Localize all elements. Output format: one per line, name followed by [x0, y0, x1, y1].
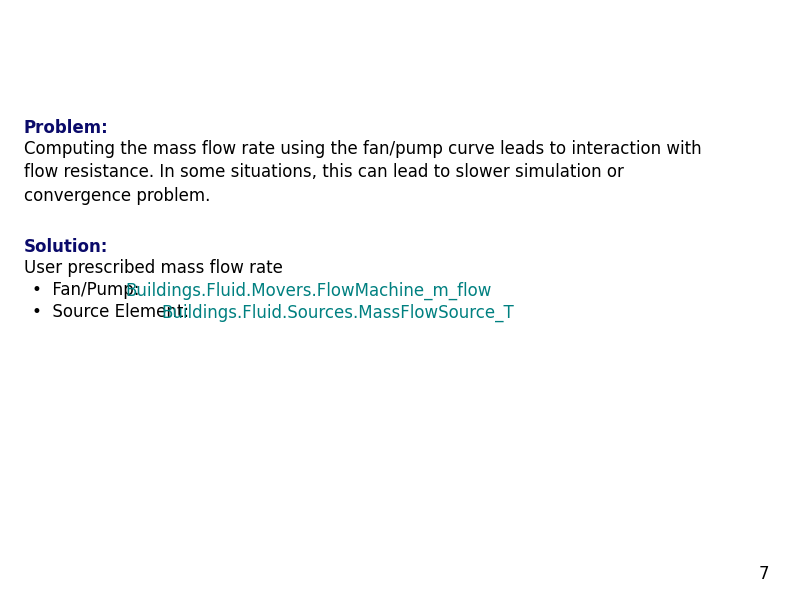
Text: Prescribed Mass Flow Rate: Prescribed Mass Flow Rate [14, 29, 477, 58]
Text: •  Source Element:: • Source Element: [32, 303, 194, 321]
Text: Problem:: Problem: [24, 119, 109, 137]
Text: Buildings.Fluid.Sources.MassFlowSource_T: Buildings.Fluid.Sources.MassFlowSource_T [161, 303, 514, 322]
Text: User prescribed mass flow rate: User prescribed mass flow rate [24, 259, 282, 277]
Text: Computing the mass flow rate using the fan/pump curve leads to interaction with
: Computing the mass flow rate using the f… [24, 140, 702, 205]
Text: •  Fan/Pump:: • Fan/Pump: [32, 281, 144, 299]
Text: Buildings.Fluid.Movers.FlowMachine_m_flow: Buildings.Fluid.Movers.FlowMachine_m_flo… [125, 281, 492, 300]
Text: 7: 7 [759, 565, 769, 583]
Text: Solution:: Solution: [24, 238, 108, 256]
